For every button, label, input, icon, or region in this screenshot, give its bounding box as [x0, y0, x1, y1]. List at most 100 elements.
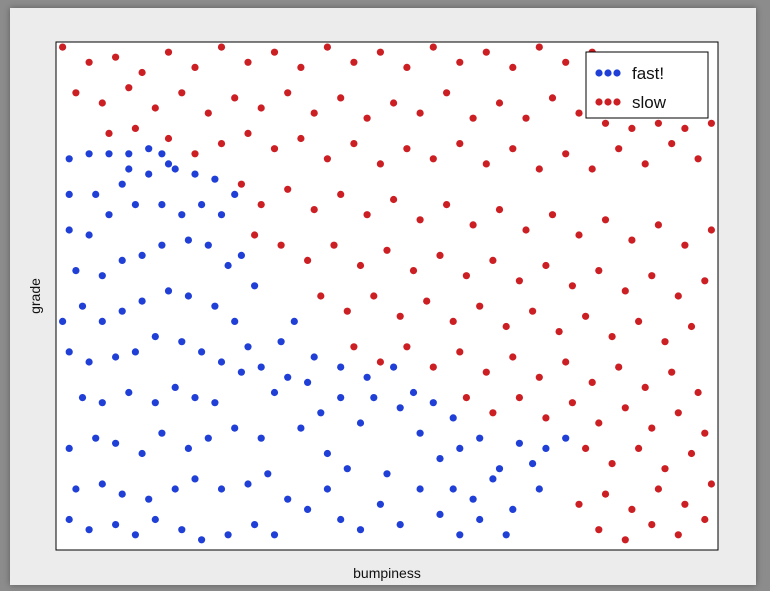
point-slow	[376, 358, 384, 366]
point-slow	[403, 145, 411, 153]
point-fast	[456, 444, 464, 452]
point-fast	[416, 485, 424, 493]
point-fast	[244, 343, 252, 351]
plot-area	[55, 41, 719, 551]
point-fast	[131, 201, 139, 209]
point-slow	[522, 114, 530, 122]
legend-marker-fast	[613, 69, 621, 77]
point-slow	[469, 114, 477, 122]
point-slow	[588, 165, 596, 173]
point-slow	[350, 343, 358, 351]
point-fast	[112, 439, 120, 447]
x-axis-label: bumpiness	[353, 565, 421, 581]
point-fast	[65, 515, 73, 524]
point-fast	[138, 449, 146, 458]
point-slow	[297, 134, 305, 143]
point-fast	[270, 388, 279, 397]
point-slow	[509, 63, 517, 71]
point-fast	[217, 211, 226, 219]
point-slow	[575, 500, 583, 508]
point-slow	[562, 150, 570, 158]
point-slow	[502, 322, 510, 331]
point-fast	[535, 485, 543, 493]
point-fast	[270, 531, 279, 539]
point-fast	[178, 338, 186, 346]
point-slow	[310, 109, 318, 117]
point-fast	[204, 241, 212, 249]
point-fast	[65, 444, 73, 452]
point-fast	[72, 485, 80, 493]
point-slow	[608, 333, 616, 341]
point-fast	[151, 333, 159, 341]
point-slow	[515, 394, 523, 402]
point-slow	[529, 307, 537, 315]
point-slow	[304, 256, 312, 264]
point-slow	[105, 129, 113, 137]
point-slow	[582, 312, 590, 320]
point-fast	[363, 373, 371, 381]
point-slow	[482, 160, 490, 168]
point-fast	[310, 353, 318, 361]
point-fast	[284, 495, 292, 503]
point-fast	[542, 444, 550, 452]
point-slow	[542, 414, 550, 422]
point-fast	[145, 145, 153, 153]
point-slow	[681, 124, 689, 132]
point-slow	[403, 343, 411, 351]
point-slow	[456, 140, 464, 148]
point-fast	[125, 150, 133, 158]
point-fast	[231, 190, 239, 198]
point-slow	[383, 246, 391, 254]
point-slow	[687, 449, 696, 458]
point-slow	[681, 241, 689, 249]
point-slow	[628, 505, 636, 513]
point-slow	[429, 43, 437, 51]
point-fast	[164, 287, 173, 295]
point-fast	[337, 363, 345, 371]
point-slow	[178, 89, 186, 97]
point-fast	[78, 394, 87, 402]
point-slow	[462, 272, 470, 280]
point-slow	[621, 536, 629, 544]
point-fast	[118, 256, 126, 264]
point-fast	[118, 307, 126, 315]
point-slow	[217, 43, 226, 51]
point-fast	[85, 150, 93, 158]
point-fast	[217, 485, 226, 493]
point-slow	[204, 109, 212, 117]
point-slow	[701, 277, 709, 285]
point-fast	[184, 444, 192, 452]
point-slow	[396, 312, 404, 320]
point-slow	[409, 267, 418, 275]
point-slow	[621, 404, 629, 412]
point-fast	[217, 358, 226, 366]
point-fast	[198, 201, 206, 209]
point-fast	[198, 348, 206, 356]
point-fast	[65, 155, 73, 163]
point-slow	[270, 48, 279, 56]
point-slow	[648, 424, 656, 432]
point-fast	[178, 526, 186, 534]
point-fast	[502, 531, 510, 539]
point-fast	[98, 480, 106, 488]
point-slow	[489, 256, 497, 264]
point-fast	[78, 302, 87, 310]
point-slow	[568, 282, 577, 290]
point-fast	[257, 434, 265, 442]
point-fast	[85, 231, 93, 239]
point-slow	[125, 84, 133, 92]
point-slow	[284, 89, 292, 97]
point-slow	[509, 145, 517, 153]
point-slow	[164, 134, 173, 143]
point-slow	[138, 68, 146, 77]
point-slow	[436, 251, 444, 259]
point-fast	[138, 251, 146, 259]
point-fast	[237, 368, 245, 376]
point-slow	[231, 94, 239, 102]
point-slow	[257, 201, 265, 209]
point-slow	[641, 383, 649, 391]
point-slow	[588, 378, 596, 386]
point-fast	[158, 429, 166, 437]
point-slow	[244, 58, 252, 66]
point-fast	[98, 272, 106, 280]
